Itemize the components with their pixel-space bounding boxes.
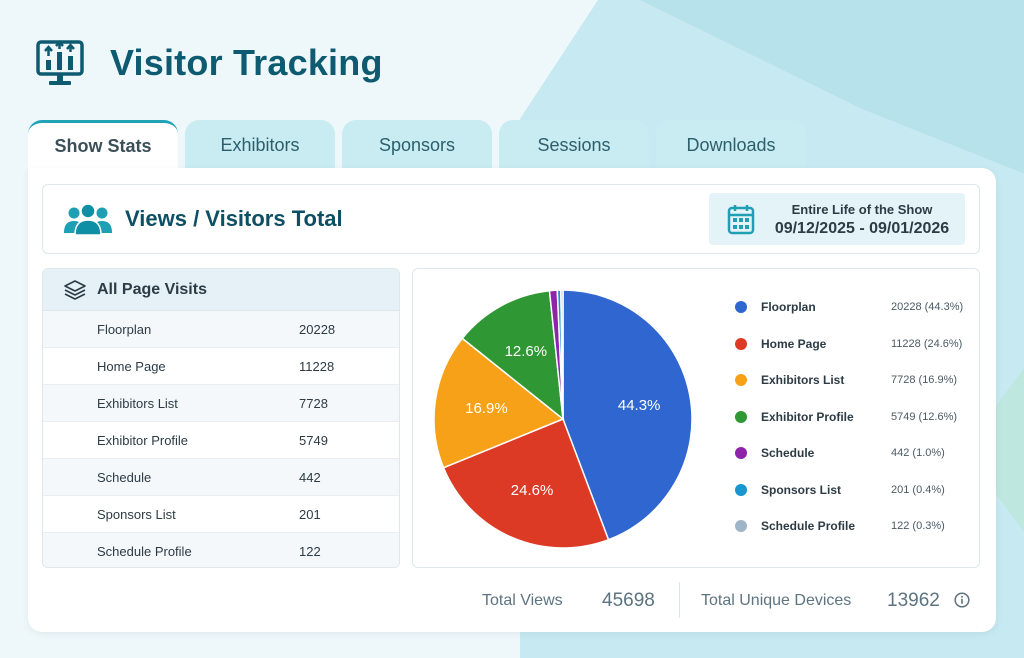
pie-data-label: 24.6% — [511, 482, 554, 499]
row-page-name: Sponsors List — [97, 506, 176, 522]
info-icon[interactable] — [954, 592, 970, 608]
legend-label: Exhibitor Profile — [761, 409, 854, 424]
legend-value: 7728 (16.9%) — [891, 374, 958, 387]
table-row: Exhibitor Profile 5749 — [43, 422, 399, 459]
legend-label: Floorplan — [761, 300, 816, 315]
table-row: Schedule 442 — [43, 459, 399, 496]
table-row: Floorplan 20228 — [43, 311, 399, 348]
pie-data-label: 44.3% — [618, 397, 661, 414]
legend-value: 201 (0.4%) — [891, 483, 945, 496]
pie-chart: 44.3% 24.6% 16.9% 12.6% — [433, 289, 693, 549]
table-row: Schedule Profile 122 — [43, 533, 399, 567]
tab-exhibitors[interactable]: Exhibitors — [185, 120, 335, 170]
row-visit-count: 11228 — [299, 358, 335, 374]
table-row: Exhibitors List 7728 — [43, 385, 399, 422]
row-visit-count: 122 — [299, 544, 321, 559]
legend-dot-icon — [735, 483, 747, 496]
page-visits-title: All Page Visits — [97, 280, 207, 298]
row-visit-count: 20228 — [299, 321, 336, 337]
row-page-name: Home Page — [97, 358, 166, 374]
pie-slice-schedule-profile[interactable] — [560, 289, 564, 420]
row-page-name: Schedule Profile — [97, 544, 192, 559]
legend-dot-icon — [735, 447, 747, 460]
divider — [679, 582, 680, 618]
row-page-name: Exhibitor Profile — [97, 432, 189, 448]
table-row: Home Page 11228 — [43, 348, 399, 385]
legend-label: Sponsors List — [761, 482, 842, 497]
tab-sessions[interactable]: Sessions — [499, 120, 649, 170]
app-title: Visitor Tracking — [110, 42, 383, 83]
legend-dot-icon — [735, 520, 747, 533]
page-visits-table: All Page Visits Floorplan 20228 Home Pag… — [42, 268, 400, 568]
page-visits-rows: Floorplan 20228 Home Page 11228 Exhibito… — [43, 311, 399, 567]
legend-item[interactable]: Home Page 11228 (24.6%) — [729, 326, 969, 363]
page-visits-header: All Page Visits — [43, 269, 399, 311]
pie-slice-floorplan[interactable] — [562, 289, 693, 541]
legend-label: Home Page — [761, 336, 827, 351]
row-visit-count: 5749 — [299, 432, 328, 448]
legend-item[interactable]: Exhibitors List 7728 (16.9%) — [729, 362, 969, 399]
date-range-picker[interactable]: Entire Life of the Show 09/12/2025 - 09/… — [709, 193, 965, 245]
legend-value: 442 (1.0%) — [891, 447, 945, 460]
legend-label: Schedule Profile — [761, 519, 856, 534]
tab-downloads[interactable]: Downloads — [656, 120, 806, 170]
row-visit-count: 7728 — [299, 395, 328, 411]
legend-value: 11228 (24.6%) — [891, 337, 963, 350]
views-title: Views / Visitors Total — [125, 206, 343, 231]
app-header: Visitor Tracking — [36, 38, 383, 88]
legend-label: Schedule — [761, 446, 815, 461]
row-visit-count: 201 — [299, 506, 321, 522]
pie-slice-exhibitor-profile[interactable] — [461, 289, 564, 421]
totals-bar: Total Views 45698 Total Unique Devices 1… — [28, 580, 996, 622]
legend-item[interactable]: Schedule 442 (1.0%) — [729, 435, 969, 472]
pie-data-label: 16.9% — [465, 400, 508, 417]
total-views-value: 45698 — [602, 590, 655, 611]
legend-item[interactable]: Floorplan 20228 (44.3%) — [729, 289, 969, 326]
chart-legend: Floorplan 20228 (44.3%) Home Page 11228 (24… — [729, 289, 969, 545]
legend-dot-icon — [735, 337, 747, 350]
pie-slice-exhibitors-list[interactable] — [433, 337, 565, 469]
row-page-name: Schedule — [97, 469, 152, 485]
legend-value: 122 (0.3%) — [891, 520, 945, 533]
legend-item[interactable]: Sponsors List 201 (0.4%) — [729, 472, 969, 509]
total-views-label: Total Views — [482, 592, 563, 609]
date-range-value: 09/12/2025 - 09/01/2026 — [774, 220, 950, 237]
legend-value: 5749 (12.6%) — [891, 410, 958, 423]
total-devices-value: 13962 — [887, 590, 940, 611]
pie-chart-panel: 44.3% 24.6% 16.9% 12.6% Floorplan 20228 (44.… — [412, 268, 980, 568]
tab-bar: Show Stats Exhibitors Sponsors Sessions … — [28, 120, 813, 170]
row-visit-count: 442 — [299, 469, 321, 485]
legend-item[interactable]: Schedule Profile 122 (0.3%) — [729, 508, 969, 545]
stats-card: Views / Visitors Total Entire Life of th… — [28, 168, 996, 632]
layers-icon — [64, 279, 86, 300]
legend-value: 20228 (44.3%) — [891, 301, 964, 314]
legend-dot-icon — [735, 301, 747, 314]
row-page-name: Floorplan — [97, 321, 152, 337]
tab-sponsors[interactable]: Sponsors — [342, 120, 492, 170]
users-icon — [64, 203, 112, 235]
legend-dot-icon — [735, 374, 747, 387]
legend-label: Exhibitors List — [761, 373, 845, 388]
views-header: Views / Visitors Total Entire Life of th… — [42, 184, 980, 254]
total-devices-label: Total Unique Devices — [701, 592, 852, 609]
date-range-label: Entire Life of the Show — [791, 202, 933, 217]
table-row: Sponsors List 201 — [43, 496, 399, 533]
pie-data-label: 12.6% — [505, 343, 548, 360]
tab-show-stats[interactable]: Show Stats — [28, 120, 178, 170]
monitor-chart-icon — [36, 40, 84, 85]
legend-dot-icon — [735, 410, 747, 423]
legend-item[interactable]: Exhibitor Profile 5749 (12.6%) — [729, 399, 969, 436]
calendar-icon — [727, 205, 755, 235]
row-page-name: Exhibitors List — [97, 395, 178, 411]
